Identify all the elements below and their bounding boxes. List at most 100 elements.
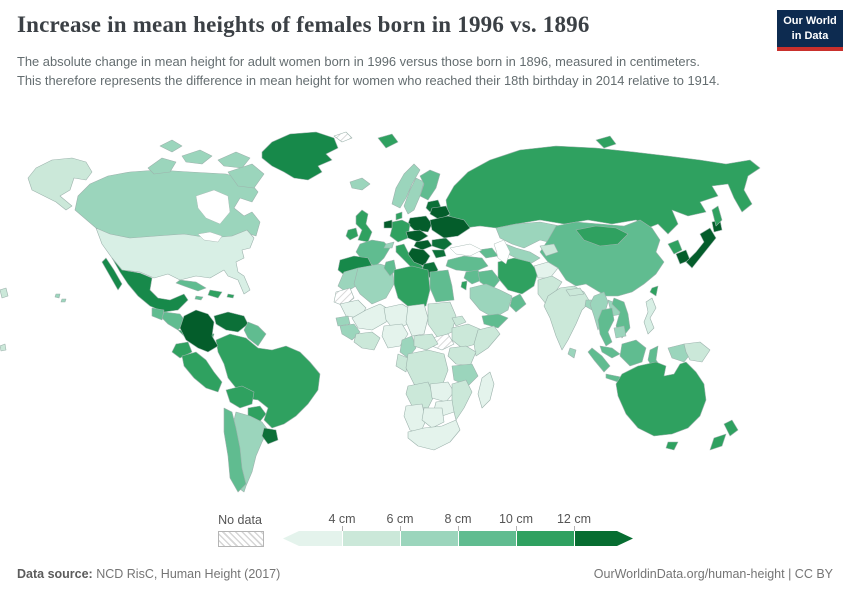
region-iran[interactable] [497,257,539,295]
region-cambodia[interactable] [613,325,627,339]
region-new-zealand-north[interactable] [723,419,739,437]
region-mongolia[interactable] [575,225,629,247]
region-tunisia[interactable] [383,259,397,277]
region-japan[interactable] [685,227,717,269]
region-colombia[interactable] [179,309,219,353]
region-nepal[interactable] [565,287,585,297]
region-hungary[interactable] [413,239,433,251]
region-arctic-islands[interactable] [159,139,183,153]
region-ireland[interactable] [345,227,359,241]
region-turkey[interactable] [445,255,489,273]
region-ukraine[interactable] [429,215,471,239]
region-new-zealand-south[interactable] [709,433,727,451]
region-egypt[interactable] [429,269,455,303]
region-chad[interactable] [405,303,429,337]
region-bulgaria[interactable] [431,249,447,259]
region-israel-jordan[interactable] [460,280,468,291]
region-papua-new-guinea[interactable] [683,341,711,363]
region-tasmania[interactable] [665,441,679,451]
region-sweden[interactable] [403,177,425,215]
region-yemen[interactable] [481,313,509,329]
region-botswana[interactable] [421,407,445,429]
region-baja-california[interactable] [101,257,123,291]
region-borneo[interactable] [619,339,647,367]
region-baffin-island[interactable] [227,163,265,189]
region-syria[interactable] [463,269,483,285]
region-united-kingdom[interactable] [355,209,373,243]
region-somalia[interactable] [473,325,501,357]
region-venezuela[interactable] [213,311,249,333]
region-eritrea[interactable] [451,315,467,327]
region-map-fragment[interactable] [0,287,9,299]
region-madagascar[interactable] [477,371,495,409]
region-poland[interactable] [407,215,433,233]
region-mexico[interactable] [111,257,189,313]
region-guatemala[interactable] [151,307,165,321]
region-alaska[interactable] [27,157,93,211]
region-algeria[interactable] [353,263,395,305]
region-puerto-rico[interactable] [226,293,235,299]
region-brazil[interactable] [215,333,321,429]
region-arctic-islands[interactable] [147,157,177,175]
region-south-africa[interactable] [407,419,461,451]
region-afghanistan[interactable] [533,261,559,279]
region-senegal[interactable] [335,315,351,327]
region-peru[interactable] [181,351,223,393]
region-chile[interactable] [223,407,247,493]
region-malaysia[interactable] [599,345,621,359]
region-india[interactable] [543,285,591,351]
region-map-fragment[interactable] [0,343,7,352]
region-novaya-zemlya[interactable] [377,133,399,149]
region-cuba[interactable] [175,279,207,292]
region-libya[interactable] [393,265,431,309]
legend-bin-under-4cm[interactable] [283,531,342,546]
region-zambia[interactable] [429,381,455,403]
region-germany[interactable] [389,219,411,243]
no-data-swatch[interactable] [218,531,264,547]
owid-logo[interactable]: Our World in Data [777,10,843,51]
region-sumatra[interactable] [587,347,611,373]
region-kyrgyzstan-tajikistan[interactable] [539,243,559,257]
region-arctic-islands[interactable] [181,149,213,165]
region-hawaii[interactable] [60,298,67,303]
region-switzerland[interactable] [383,241,395,249]
region-jamaica[interactable] [194,295,204,301]
region-guyanas[interactable] [243,321,267,347]
region-sri-lanka[interactable] [567,347,577,359]
footer-link[interactable]: OurWorldinData.org/human-height | CC BY [593,567,833,581]
region-severnaya-zemlya[interactable] [595,135,617,149]
region-thailand[interactable] [597,307,615,347]
region-norway[interactable] [391,163,421,209]
region-denmark[interactable] [395,211,403,221]
region-vietnam[interactable] [611,297,631,339]
region-romania[interactable] [431,237,453,251]
region-sakhalin[interactable] [711,205,723,227]
region-ivory-coast-ghana[interactable] [353,331,381,351]
region-netherlands-belgium[interactable] [383,219,393,229]
region-australia[interactable] [615,361,707,437]
region-svalbard[interactable] [333,131,353,143]
region-gabon-congo[interactable] [395,353,409,373]
region-tanzania[interactable] [451,363,479,387]
region-greenland[interactable] [261,131,339,181]
region-uganda-kenya[interactable] [447,345,477,367]
region-uruguay[interactable] [261,427,279,445]
region-arctic-islands[interactable] [217,151,251,169]
region-hawaii[interactable] [54,293,61,299]
legend-bin-8-10cm[interactable] [458,531,516,546]
region-saudi-arabia[interactable] [469,283,513,319]
region-iceland[interactable] [349,177,371,191]
region-bolivia[interactable] [225,385,255,409]
region-taiwan[interactable] [649,285,659,297]
region-oman[interactable] [509,293,527,313]
region-finland[interactable] [419,169,441,201]
region-hispaniola[interactable] [207,289,223,299]
region-russia[interactable] [445,145,761,235]
legend-bin-over-12cm[interactable] [574,531,633,546]
legend-bin-10-12cm[interactable] [516,531,574,546]
region-czechia-slovakia[interactable] [405,229,429,243]
legend-bin-6-8cm[interactable] [400,531,458,546]
region-mozambique[interactable] [451,379,473,421]
region-philippines[interactable] [643,297,657,335]
region-iraq[interactable] [477,269,501,291]
